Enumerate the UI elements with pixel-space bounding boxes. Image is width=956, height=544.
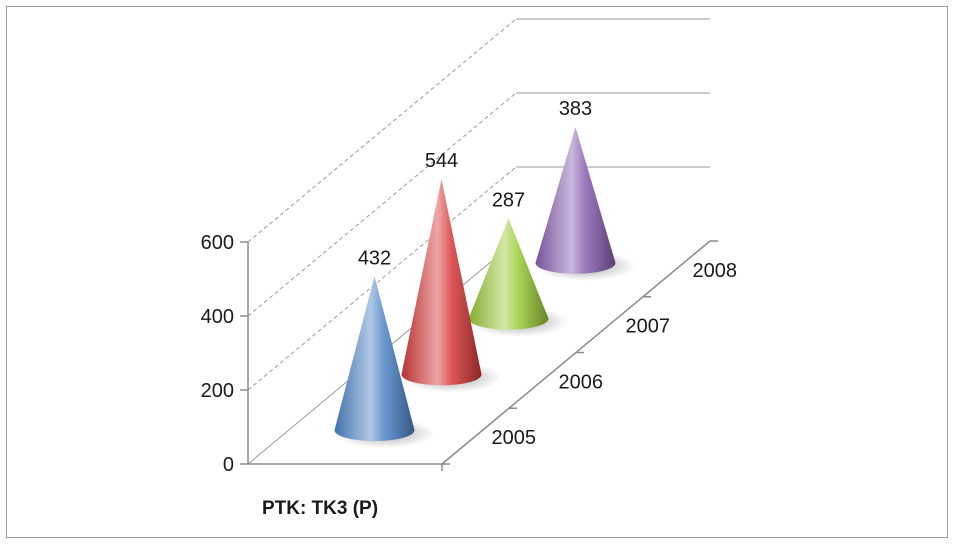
data-label: 383: [559, 98, 592, 120]
series-label: PTK: TK3 (P): [262, 498, 378, 519]
category-label: 2005: [492, 427, 537, 449]
side-wall-gridline: [247, 18, 517, 243]
y-tick-label: 0: [223, 454, 234, 476]
cones: [334, 127, 636, 449]
y-tick-label: 400: [201, 306, 234, 328]
y-tick-label: 600: [201, 232, 234, 254]
y-tick-label: 200: [201, 380, 234, 402]
data-label: 287: [492, 189, 525, 211]
side-wall-gridline: [247, 92, 517, 317]
cone-2005: [334, 276, 415, 442]
category-label: 2007: [626, 316, 671, 338]
chart-frame: [6, 6, 948, 538]
cone-2006: [401, 179, 482, 386]
side-wall-gridline: [247, 166, 517, 391]
data-label: 432: [358, 247, 391, 269]
cone-2007: [468, 218, 549, 330]
labels: 0 200 400 600 2005 2006 2007 2008 383 287 544 432 PT…: [201, 98, 737, 519]
category-label: 2008: [693, 260, 738, 282]
cone-2008: [535, 127, 616, 274]
axes: [240, 240, 718, 471]
category-label: 2006: [559, 371, 604, 393]
gridlines: [247, 18, 710, 465]
data-label: 544: [425, 150, 458, 172]
